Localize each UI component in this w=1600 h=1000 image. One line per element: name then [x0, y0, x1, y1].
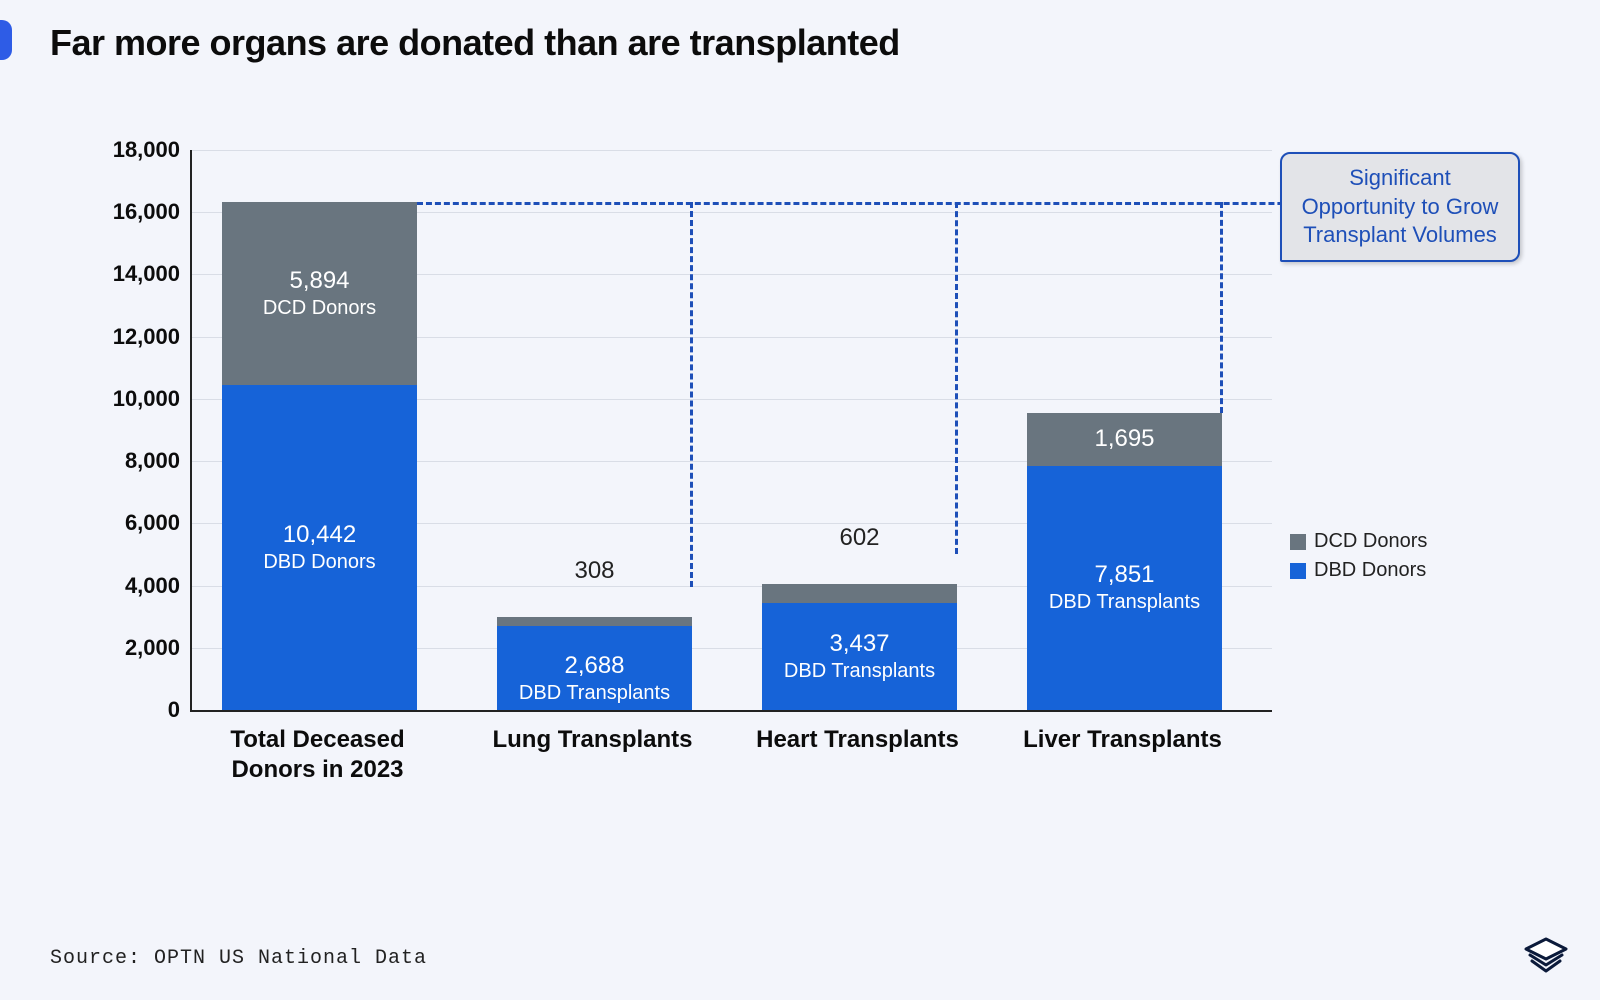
bar-value: 10,442: [283, 520, 356, 550]
y-tick-label: 14,000: [90, 261, 180, 287]
legend-swatch: [1290, 534, 1306, 550]
y-tick-label: 2,000: [90, 635, 180, 661]
category-label: Lung Transplants: [473, 725, 713, 755]
bar-group-liver: 7,851DBD Transplants 1,695: [1027, 413, 1222, 710]
y-tick-label: 10,000: [90, 386, 180, 412]
legend-label: DBD Donors: [1314, 559, 1426, 582]
bar-value: 1,695: [1094, 424, 1154, 454]
category-label: Liver Transplants: [1003, 725, 1243, 755]
bar-value: 7,851: [1094, 560, 1154, 590]
y-tick-label: 0: [90, 697, 180, 723]
bar-value-above: 308: [497, 557, 692, 585]
brand-logo-icon: [1522, 935, 1570, 975]
bar-sublabel: DBD Donors: [263, 550, 375, 575]
bar-group-heart: 3,437DBD Transplants602: [762, 584, 957, 710]
legend-item: DCD Donors: [1290, 530, 1427, 553]
bar-segment-dbd: 3,437DBD Transplants: [762, 603, 957, 710]
legend-swatch: [1290, 563, 1306, 579]
legend-label: DCD Donors: [1314, 530, 1427, 553]
bar-value: 5,894: [289, 266, 349, 296]
y-tick-label: 16,000: [90, 199, 180, 225]
bar-segment-dcd: [762, 584, 957, 603]
y-tick-label: 6,000: [90, 510, 180, 536]
bar-segment-dbd: 2,688DBD Transplants: [497, 622, 692, 710]
source-attribution: Source: OPTN US National Data: [50, 947, 427, 970]
y-tick-label: 18,000: [90, 137, 180, 163]
accent-tab: [0, 20, 12, 60]
bar-segment-dcd: 1,695: [1027, 413, 1222, 466]
y-tick-label: 4,000: [90, 573, 180, 599]
page-title: Far more organs are donated than are tra…: [50, 22, 900, 64]
bar-segment-dcd: 5,894DCD Donors: [222, 202, 417, 385]
bar-value: 2,688: [564, 651, 624, 681]
bar-value: 3,437: [829, 629, 889, 659]
reference-dash-vertical: [1220, 202, 1223, 413]
reference-dash-vertical: [955, 202, 958, 555]
bar-sublabel: DBD Transplants: [519, 681, 670, 706]
category-label: Heart Transplants: [738, 725, 978, 755]
reference-dash-line: [417, 202, 1382, 205]
category-label: Total Deceased Donors in 2023: [198, 725, 438, 785]
legend: DCD Donors DBD Donors: [1290, 530, 1427, 588]
reference-dash-vertical: [690, 202, 693, 587]
bar-sublabel: DBD Transplants: [784, 659, 935, 684]
bar-segment-dcd: [497, 617, 692, 627]
gridline: [192, 150, 1272, 151]
chart-container: 0 2,000 4,000 6,000 8,000 10,000 12,000 14,000 1…: [90, 150, 1470, 850]
bar-sublabel: DCD Donors: [263, 296, 376, 321]
bar-segment-dbd: 10,442DBD Donors: [222, 385, 417, 710]
y-tick-label: 8,000: [90, 448, 180, 474]
bar-group-lung: 2,688DBD Transplants308: [497, 617, 692, 710]
bar-value-above: 602: [762, 524, 957, 552]
opportunity-callout: Significant Opportunity to Grow Transpla…: [1280, 152, 1520, 262]
bar-segment-dbd: 7,851DBD Transplants: [1027, 466, 1222, 710]
bar-sublabel: DBD Transplants: [1049, 590, 1200, 615]
plot-area: 10,442DBD Donors5,894DCD Donors2,688DBD …: [190, 150, 1272, 712]
legend-item: DBD Donors: [1290, 559, 1427, 582]
y-tick-label: 12,000: [90, 324, 180, 350]
bar-group-total: 10,442DBD Donors5,894DCD Donors: [222, 202, 417, 710]
